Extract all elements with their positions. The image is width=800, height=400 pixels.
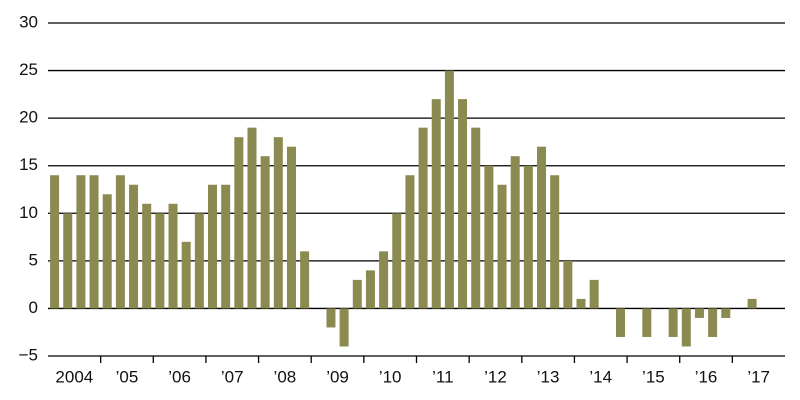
y-tick-label: 25 xyxy=(19,60,38,79)
x-tick-label: ’05 xyxy=(116,367,139,386)
bar xyxy=(76,175,86,309)
x-tick-label: ’12 xyxy=(484,367,507,386)
x-tick-label: ’06 xyxy=(168,367,191,386)
bar xyxy=(168,203,178,309)
y-tick-label: 5 xyxy=(29,250,38,269)
bar xyxy=(326,308,336,328)
bar xyxy=(576,298,586,309)
bar xyxy=(379,251,389,309)
y-tick-label: 15 xyxy=(19,155,38,174)
bar xyxy=(642,308,652,337)
bar xyxy=(484,165,494,309)
x-tick-label: ’10 xyxy=(379,367,402,386)
x-tick-label: ’15 xyxy=(642,367,665,386)
bar xyxy=(352,279,362,309)
bar xyxy=(444,70,454,309)
bar xyxy=(247,127,257,309)
bar xyxy=(589,279,599,309)
bar xyxy=(181,241,191,309)
bar xyxy=(392,213,402,309)
x-tick-label: ’14 xyxy=(589,367,612,386)
bar xyxy=(286,146,296,309)
bar xyxy=(418,127,428,309)
bar xyxy=(458,99,468,309)
x-tick-label: ’16 xyxy=(695,367,718,386)
bar xyxy=(747,298,757,309)
bar xyxy=(523,165,533,309)
bar xyxy=(405,175,415,309)
y-tick-label: 20 xyxy=(19,108,38,127)
bar xyxy=(431,99,441,309)
bar xyxy=(339,308,349,347)
bar xyxy=(615,308,625,337)
bar xyxy=(115,175,125,309)
bar xyxy=(89,175,99,309)
bar xyxy=(273,137,283,309)
bar xyxy=(300,251,310,309)
x-tick-label: ’17 xyxy=(747,367,770,386)
bar xyxy=(260,156,270,309)
x-tick-label: ’11 xyxy=(432,367,453,386)
x-tick-label: ’08 xyxy=(274,367,297,386)
bar xyxy=(50,175,60,309)
bar xyxy=(497,184,507,309)
x-tick-label: 2004 xyxy=(55,367,93,386)
bar xyxy=(142,203,152,309)
y-tick-label: 10 xyxy=(19,203,38,222)
bar xyxy=(221,184,231,309)
bar xyxy=(537,146,547,309)
x-tick-label: ’13 xyxy=(537,367,560,386)
bar xyxy=(681,308,691,347)
bar xyxy=(668,308,678,337)
bar xyxy=(63,213,73,309)
bar xyxy=(510,156,520,309)
y-tick-label: 0 xyxy=(29,298,38,317)
bar xyxy=(129,184,139,309)
bar xyxy=(550,175,560,309)
x-tick-label: ’09 xyxy=(326,367,349,386)
y-tick-label: −5 xyxy=(19,345,38,364)
bar xyxy=(234,137,244,309)
bar xyxy=(721,308,731,318)
bar xyxy=(194,213,204,309)
y-tick-label: 30 xyxy=(19,12,38,31)
bar xyxy=(365,270,375,309)
bar xyxy=(708,308,718,337)
x-tick-label: ’07 xyxy=(221,367,244,386)
bar xyxy=(563,260,573,309)
bar xyxy=(208,184,218,309)
bar xyxy=(471,127,481,309)
bar xyxy=(102,194,112,309)
bar xyxy=(694,308,704,318)
bar xyxy=(155,213,165,309)
